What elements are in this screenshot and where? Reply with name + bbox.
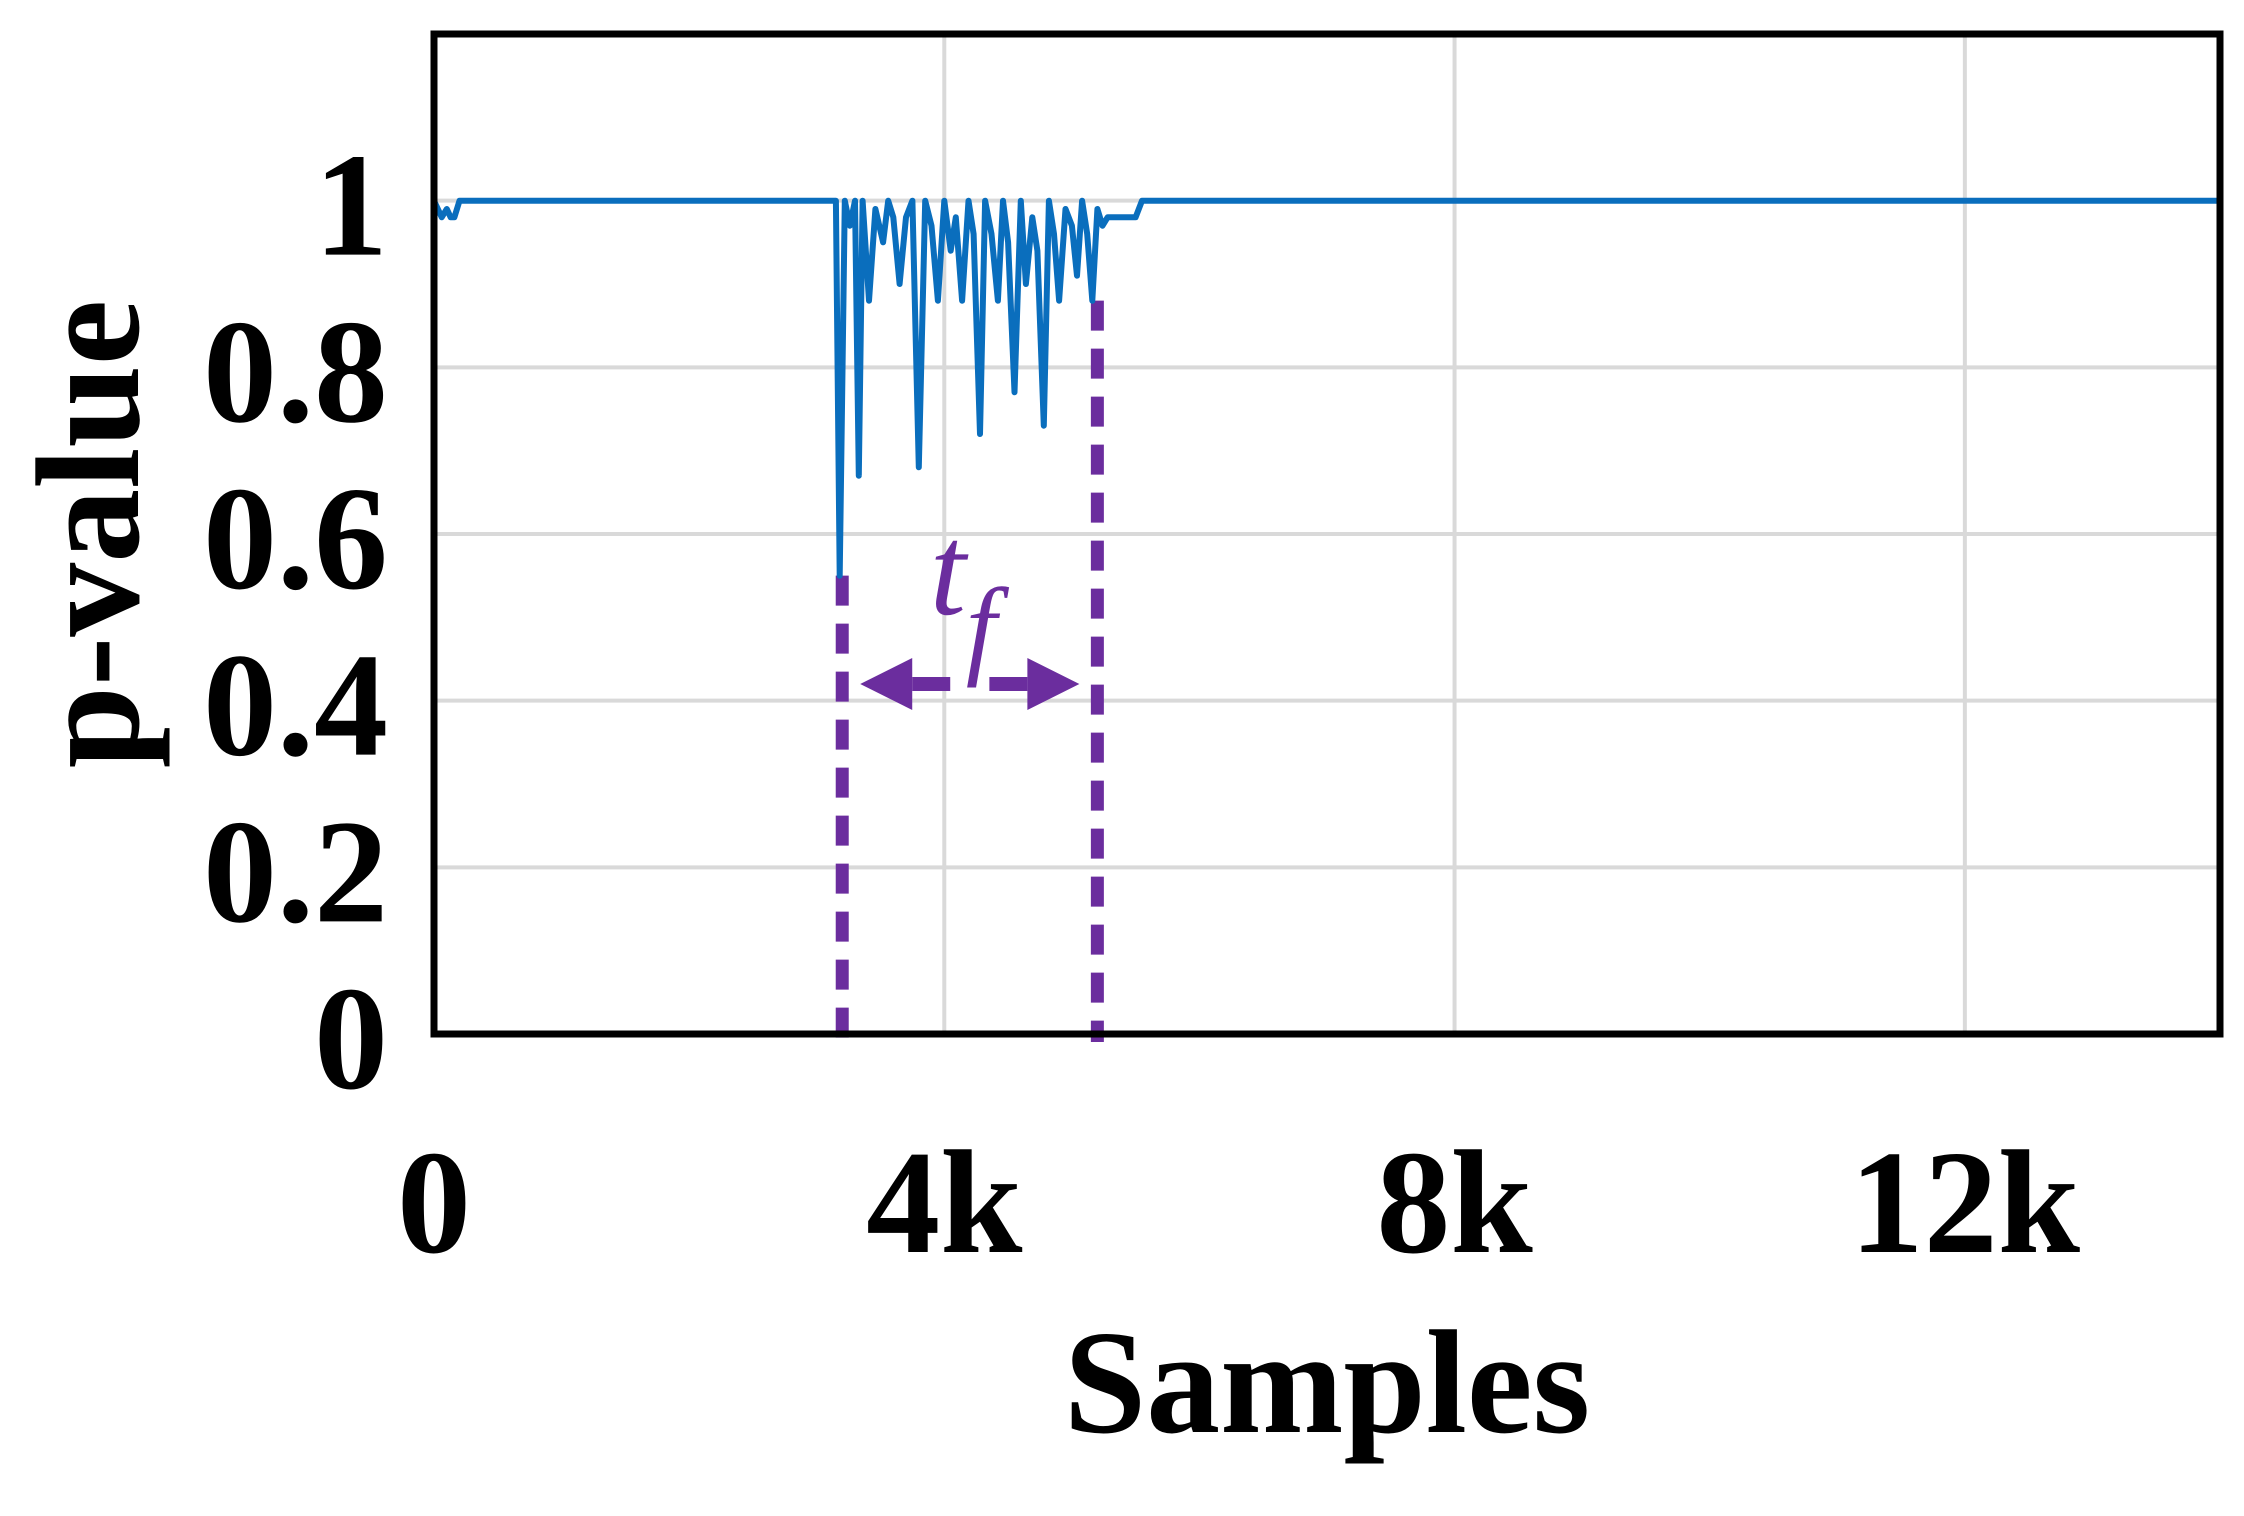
duration-label: tf: [930, 499, 1010, 688]
y-axis-title: p-value: [7, 300, 171, 769]
y-axis-tick-labels: 00.20.40.60.81: [203, 124, 388, 1121]
x-axis-tick-labels: 0 4k 8k 12k: [397, 1121, 2081, 1285]
x-tick-label: 12k: [1850, 1121, 2081, 1285]
annotation-layer: tf: [835, 300, 1104, 1042]
y-tick-label: 0.6: [203, 457, 388, 621]
y-tick-label: 0: [314, 957, 388, 1121]
x-tick-label: 0: [397, 1121, 471, 1285]
y-tick-label: 1: [314, 124, 388, 288]
x-axis-title: Samples: [1064, 1301, 1590, 1465]
y-tick-label: 0.2: [203, 790, 388, 954]
y-tick-label: 0.4: [203, 624, 388, 788]
duration-arrow-left-head: [860, 658, 913, 710]
x-tick-label: 8k: [1376, 1121, 1533, 1285]
plot-area-frame: [430, 30, 2224, 1038]
gridlines: [434, 34, 2220, 1034]
x-tick-label: 4k: [866, 1121, 1023, 1285]
y-tick-label: 0.8: [203, 290, 388, 454]
duration-arrow-right-head: [1027, 658, 1080, 710]
p-value-series-line: [431, 197, 2220, 579]
